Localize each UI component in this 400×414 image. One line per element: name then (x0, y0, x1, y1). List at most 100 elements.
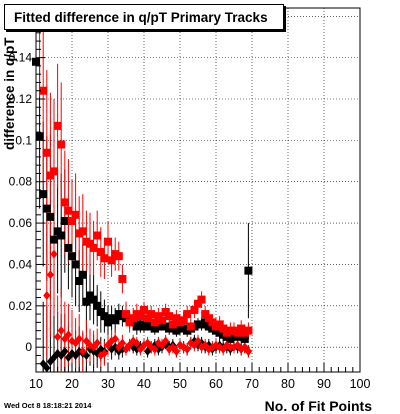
x-tick-label: 30 (101, 377, 115, 391)
square-marker (140, 305, 148, 314)
x-tick-label: 20 (65, 377, 79, 391)
y-tick-label: 0.04 (9, 257, 33, 271)
diamond-marker (100, 348, 108, 358)
square-marker (150, 318, 159, 327)
x-tick-label: 60 (209, 377, 223, 391)
diamond-marker (50, 249, 58, 259)
square-marker (60, 198, 69, 207)
square-marker (46, 171, 55, 180)
square-marker (208, 318, 217, 327)
square-marker (183, 310, 192, 319)
square-marker (89, 243, 98, 252)
square-marker (172, 314, 181, 323)
square-marker (194, 299, 202, 308)
x-tick-label: 40 (137, 377, 151, 391)
square-marker (136, 312, 145, 321)
square-marker (60, 217, 69, 226)
square-marker (82, 297, 91, 306)
diamond-marker (133, 338, 141, 348)
square-marker (50, 235, 58, 244)
diamond-marker (151, 344, 159, 354)
diamond-marker (57, 326, 65, 336)
square-marker (233, 328, 242, 337)
square-marker (86, 239, 94, 248)
grid-lines (35, 8, 361, 372)
square-marker (107, 256, 116, 265)
data-markers (32, 10, 253, 373)
diamond-marker (61, 346, 69, 356)
square-marker (96, 308, 105, 317)
square-marker (118, 274, 127, 283)
square-marker (215, 320, 224, 329)
square-marker (244, 326, 253, 335)
x-tick-label: 80 (281, 377, 295, 391)
square-marker (158, 316, 166, 325)
square-marker (64, 206, 73, 215)
square-marker (100, 254, 109, 263)
square-marker (35, 132, 44, 141)
square-marker (93, 231, 102, 240)
x-tick-label: 70 (245, 377, 259, 391)
square-marker (201, 318, 210, 327)
square-marker (154, 312, 163, 321)
square-marker (78, 270, 87, 279)
y-tick-label: 0.08 (9, 175, 33, 189)
diamond-marker (46, 270, 54, 280)
diamond-marker (172, 346, 180, 356)
diamond-marker (244, 346, 252, 356)
square-marker (122, 310, 130, 319)
square-marker (75, 277, 84, 285)
x-tick-label: 10 (29, 377, 43, 391)
diamond-marker (43, 290, 51, 300)
diamond-marker (226, 342, 234, 352)
square-marker (57, 140, 66, 149)
diamond-marker (93, 338, 101, 348)
square-marker (86, 291, 94, 300)
square-marker (42, 204, 51, 213)
square-marker (46, 212, 55, 221)
square-marker (57, 231, 66, 240)
square-marker (186, 322, 195, 331)
square-marker (219, 324, 228, 333)
square-marker (53, 121, 62, 130)
square-marker (42, 148, 51, 157)
square-marker (93, 301, 102, 310)
square-marker (39, 86, 48, 95)
diamond-marker (43, 363, 51, 373)
y-tick-label: 0.1 (15, 133, 32, 147)
square-marker (147, 310, 156, 319)
square-marker (53, 227, 62, 236)
plot-frame (35, 7, 361, 373)
square-marker (32, 57, 40, 66)
chart-title: Fitted difference in q/pT Primary Tracks (14, 9, 268, 25)
y-tick-label: 0.06 (9, 216, 33, 230)
square-marker (168, 320, 177, 329)
chart-title-box: Fitted difference in q/pT Primary Tracks (4, 4, 284, 30)
square-marker (68, 217, 76, 226)
square-marker (100, 312, 109, 321)
square-marker (125, 318, 134, 327)
axes: 10 20 30 40 50 60 70 80 90 100 0 0.02 0.04 0.06 0.08 0.… (9, 7, 370, 391)
square-marker (39, 190, 48, 199)
diamond-marker (111, 334, 119, 344)
diamond-marker (79, 346, 87, 356)
square-marker (197, 295, 206, 304)
square-marker (143, 314, 152, 323)
diamond-marker (75, 334, 83, 344)
square-marker (237, 324, 246, 333)
diamond-marker (194, 336, 202, 346)
square-marker (165, 312, 174, 321)
square-marker (244, 266, 253, 275)
diamond-marker (54, 332, 62, 342)
square-marker (104, 237, 112, 246)
square-marker (50, 167, 58, 176)
x-axis-label: No. of Fit Points (264, 398, 372, 414)
square-marker (89, 295, 98, 304)
diamond-marker (183, 344, 191, 354)
square-marker (114, 252, 123, 261)
square-marker (190, 305, 199, 314)
diamond-marker (162, 336, 170, 346)
square-marker (111, 316, 120, 325)
square-marker (161, 308, 170, 317)
